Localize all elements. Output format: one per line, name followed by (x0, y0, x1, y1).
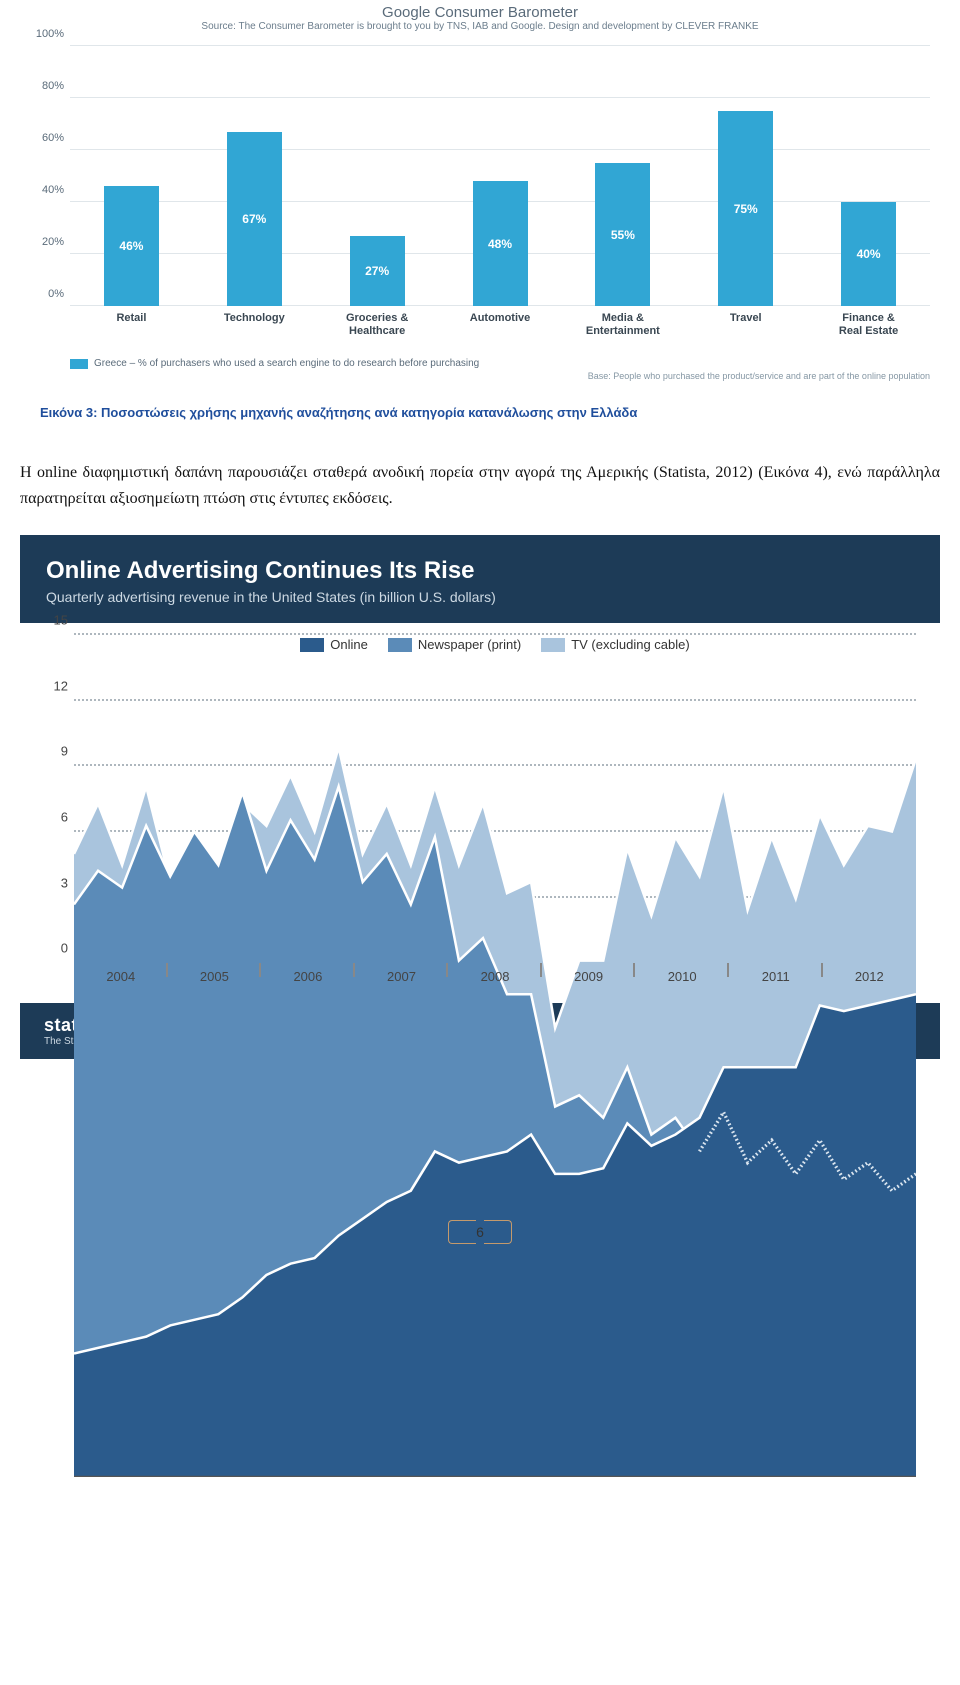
chart1-bar: 55% (595, 163, 650, 306)
chart2-x-label: 2005 (168, 969, 262, 984)
chart1-x-label: Retail (70, 306, 193, 356)
chart1-legend-text: Greece – % of purchasers who used a sear… (94, 358, 479, 369)
chart2-x-label: 2006 (261, 969, 355, 984)
chart1-base-text: Base: People who purchased the product/s… (20, 371, 940, 381)
chart1-bar: 40% (841, 202, 896, 306)
chart1-bar-chart: 0%20%40%60%80%100% 46%67%27%48%55%75%40%… (20, 46, 940, 356)
chart1-header: Google Consumer Barometer Source: The Co… (20, 0, 940, 34)
chart2-x-label: 2012 (823, 969, 917, 984)
chart1-bar: 48% (473, 181, 528, 306)
chart2-y-label: 12 (54, 678, 68, 693)
chart1-x-label: Media &Entertainment (561, 306, 684, 356)
chart1-y-label: 20% (42, 236, 64, 248)
chart2-x-label: 2009 (542, 969, 636, 984)
chart2-y-label: 15 (54, 613, 68, 628)
chart1-bar: 67% (227, 132, 282, 306)
chart1-x-label: Travel (684, 306, 807, 356)
chart2-x-label: 2011 (729, 969, 823, 984)
chart1-bar-value: 67% (242, 212, 266, 226)
chart1-bar-value: 27% (365, 264, 389, 278)
chart2-legend-item: Online (300, 637, 368, 652)
chart2-y-label: 9 (61, 744, 68, 759)
chart1-y-label: 0% (48, 288, 64, 300)
chart1-y-label: 60% (42, 132, 64, 144)
page-number: 6 (458, 1218, 502, 1246)
chart1-bar-value: 48% (488, 237, 512, 251)
chart2-x-label: 2007 (355, 969, 449, 984)
chart2-y-label: 6 (61, 810, 68, 825)
chart2-x-label: 2004 (74, 969, 168, 984)
chart2-container: Online Advertising Continues Its Rise Qu… (20, 535, 940, 1059)
chart1-bar-value: 55% (611, 228, 635, 242)
chart2-x-label: 2010 (635, 969, 729, 984)
chart1-bar: 46% (104, 186, 159, 306)
chart1-x-label: Groceries &Healthcare (316, 306, 439, 356)
chart1-x-label: Automotive (439, 306, 562, 356)
chart1-x-label: Technology (193, 306, 316, 356)
chart1-y-label: 100% (36, 28, 64, 40)
chart2-legend-item: TV (excluding cable) (541, 637, 690, 652)
chart2-title: Online Advertising Continues Its Rise (46, 557, 914, 585)
chart2-area-chart: Online Newspaper (print) TV (excluding cab… (32, 623, 928, 1003)
chart2-y-label: 0 (61, 941, 68, 956)
chart1-bar: 27% (350, 236, 405, 306)
chart1-bar: 75% (718, 111, 773, 306)
chart1-legend-swatch (70, 359, 88, 369)
chart1-bar-value: 75% (734, 202, 758, 216)
figure-3-caption: Εικόνα 3: Ποσοστώσεις χρήσης μηχανής ανα… (20, 405, 940, 420)
chart1-y-label: 40% (42, 184, 64, 196)
chart1-bar-value: 40% (857, 247, 881, 261)
chart2-x-label: 2008 (448, 969, 542, 984)
chart2-legend-item: Newspaper (print) (388, 637, 521, 652)
chart1-title: Google Consumer Barometer (20, 4, 940, 21)
chart2-header: Online Advertising Continues Its Rise Qu… (20, 535, 940, 623)
chart1-x-label: Finance &Real Estate (807, 306, 930, 356)
chart1-subtitle: Source: The Consumer Barometer is brough… (20, 21, 940, 32)
body-paragraph: Η online διαφημιστική δαπάνη παρουσιάζει… (20, 460, 940, 511)
chart2-y-label: 3 (61, 875, 68, 890)
chart2-subtitle: Quarterly advertising revenue in the Uni… (46, 589, 914, 605)
chart1-bar-value: 46% (119, 239, 143, 253)
chart1-y-label: 80% (42, 80, 64, 92)
chart1-legend: Greece – % of purchasers who used a sear… (20, 358, 940, 369)
